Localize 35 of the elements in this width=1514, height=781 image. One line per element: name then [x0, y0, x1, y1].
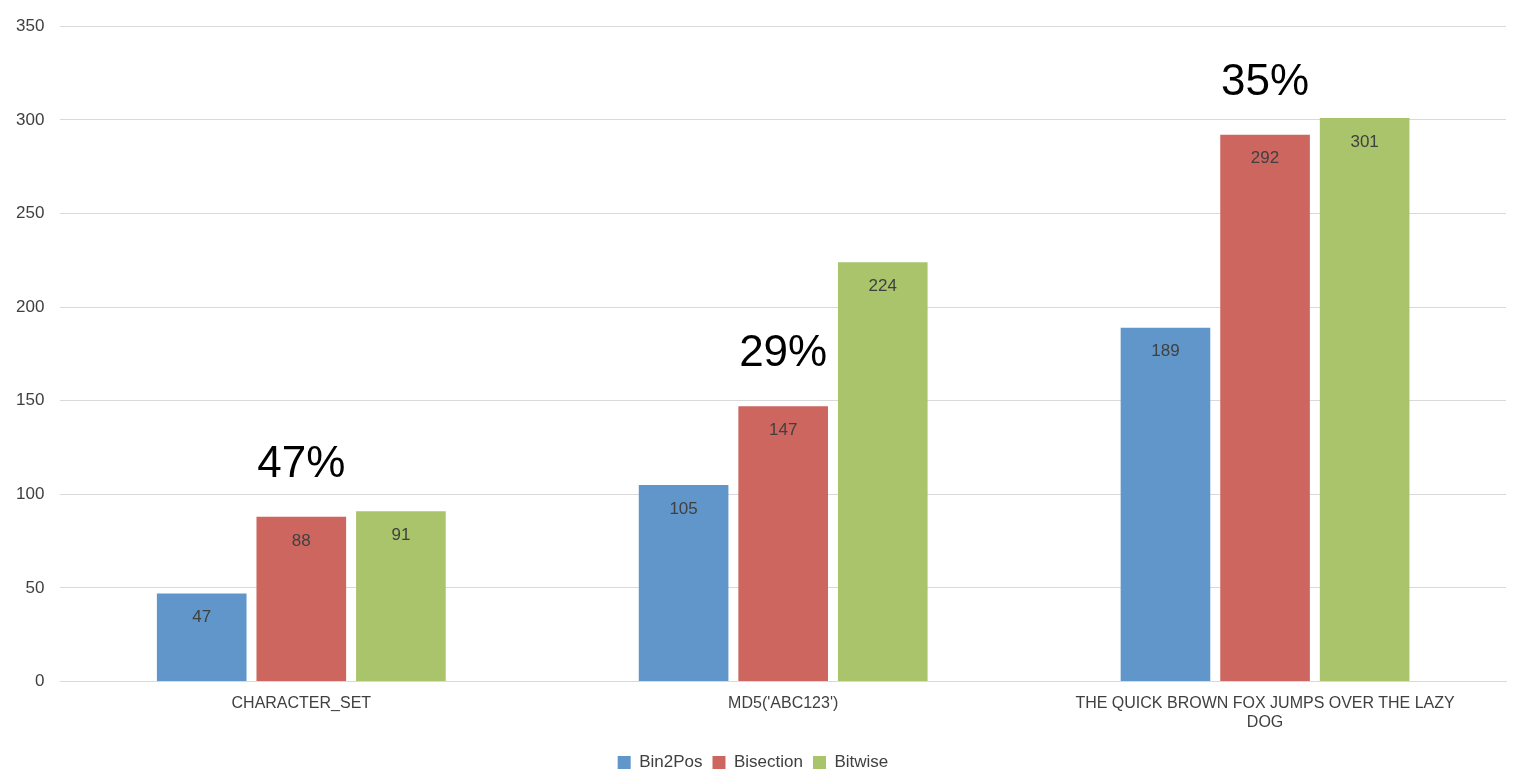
bar: [356, 511, 446, 682]
annotation: 47%: [257, 436, 346, 486]
bar: [738, 406, 828, 682]
annotation: 35%: [1221, 54, 1310, 104]
bar: [156, 593, 247, 682]
x-tick-label: THE QUICK BROWN FOX JUMPS OVER THE LAZY DOG: [1075, 693, 1456, 730]
data-label: 292: [1250, 148, 1280, 168]
bar: [837, 262, 928, 682]
y-tick-label: 300: [15, 109, 45, 129]
y-tick-label: 350: [15, 15, 45, 35]
y-tick-label: 150: [15, 390, 45, 410]
bar: [1120, 327, 1211, 682]
data-label: 189: [1151, 341, 1180, 361]
data-label: 301: [1350, 131, 1379, 151]
legend-label: Bisection: [734, 752, 803, 772]
data-label: 91: [391, 524, 411, 544]
data-label: 88: [291, 530, 311, 550]
bar: [1220, 134, 1310, 682]
bar: [1319, 117, 1410, 682]
y-tick-label: 200: [15, 296, 45, 316]
y-tick-label: 250: [15, 203, 45, 223]
legend-label: Bitwise: [834, 752, 889, 772]
bar: [256, 516, 347, 682]
data-label: 47: [192, 607, 212, 627]
legend-label: Bin2Pos: [639, 752, 703, 772]
y-tick-label: 50: [25, 577, 45, 597]
data-label: 147: [768, 420, 798, 440]
data-label: 224: [868, 275, 897, 295]
x-tick-label: CHARACTER_SET: [231, 693, 372, 712]
y-tick-label: 100: [15, 484, 45, 504]
bar: [638, 484, 729, 682]
data-label: 105: [669, 498, 698, 518]
y-tick-label: 0: [34, 671, 45, 691]
annotation: 29%: [739, 326, 828, 376]
x-tick-label: MD5('ABC123'): [728, 693, 839, 711]
